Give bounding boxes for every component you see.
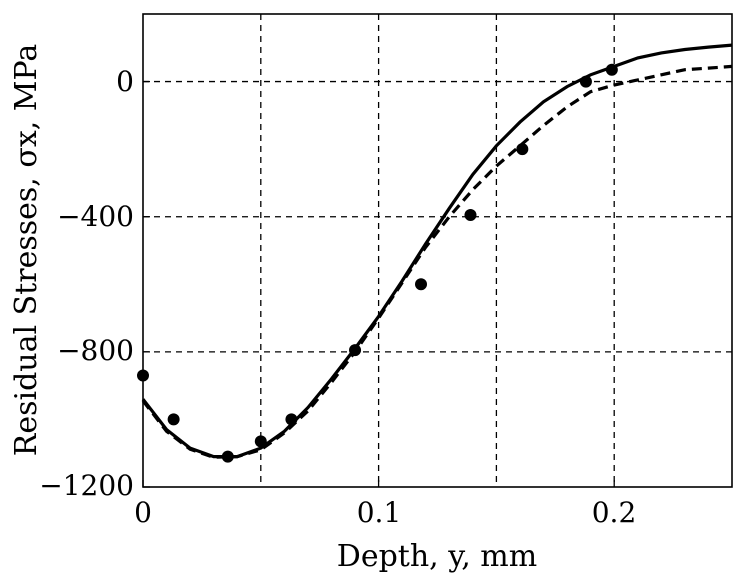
y-tick-label: 0: [116, 65, 134, 98]
solid-series-line: [141, 43, 733, 459]
measured-data-point: [464, 209, 477, 222]
y-tick-label: −1200: [39, 469, 134, 502]
x-axis-title: Depth, y, mm: [337, 539, 537, 574]
measured-data-point: [516, 143, 529, 156]
measured-data-point: [349, 344, 362, 357]
plot-frame: [142, 13, 733, 488]
measured-data-point: [415, 278, 428, 291]
y-tick-label: −800: [57, 334, 134, 367]
series-layer: [137, 43, 733, 463]
measured-data-point: [167, 413, 180, 426]
measured-data-point: [221, 450, 234, 463]
measured-data-point: [254, 435, 267, 448]
measured-data-point: [285, 413, 298, 426]
x-tick-label: 0.2: [592, 496, 637, 529]
x-tick-label: 0: [134, 496, 152, 529]
dashed-series-line: [141, 64, 733, 459]
x-tick-label: 0.1: [357, 496, 402, 529]
grid-lines: [143, 14, 732, 487]
y-axis-title: Residual Stresses, σx, MPa: [9, 44, 44, 457]
measured-data-point: [605, 63, 618, 76]
y-tick-label: −400: [57, 200, 134, 233]
measured-data-point: [579, 75, 592, 88]
